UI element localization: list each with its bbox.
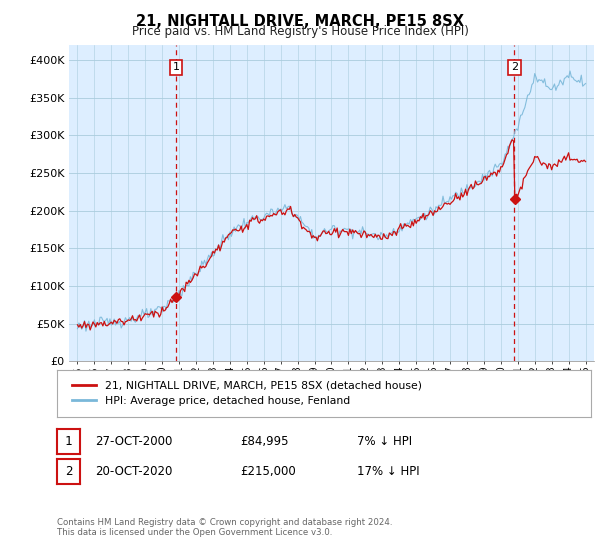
Text: 1: 1: [65, 435, 72, 448]
Text: £84,995: £84,995: [240, 435, 289, 448]
Text: £215,000: £215,000: [240, 465, 296, 478]
Text: 17% ↓ HPI: 17% ↓ HPI: [357, 465, 419, 478]
Text: Contains HM Land Registry data © Crown copyright and database right 2024.
This d: Contains HM Land Registry data © Crown c…: [57, 518, 392, 538]
Text: 7% ↓ HPI: 7% ↓ HPI: [357, 435, 412, 448]
Text: 1: 1: [173, 62, 179, 72]
Text: 27-OCT-2000: 27-OCT-2000: [95, 435, 172, 448]
Text: 2: 2: [511, 62, 518, 72]
Text: 2: 2: [65, 465, 72, 478]
Text: 21, NIGHTALL DRIVE, MARCH, PE15 8SX: 21, NIGHTALL DRIVE, MARCH, PE15 8SX: [136, 14, 464, 29]
Text: 20-OCT-2020: 20-OCT-2020: [95, 465, 172, 478]
Text: Price paid vs. HM Land Registry's House Price Index (HPI): Price paid vs. HM Land Registry's House …: [131, 25, 469, 38]
Legend: 21, NIGHTALL DRIVE, MARCH, PE15 8SX (detached house), HPI: Average price, detach: 21, NIGHTALL DRIVE, MARCH, PE15 8SX (det…: [68, 376, 426, 410]
